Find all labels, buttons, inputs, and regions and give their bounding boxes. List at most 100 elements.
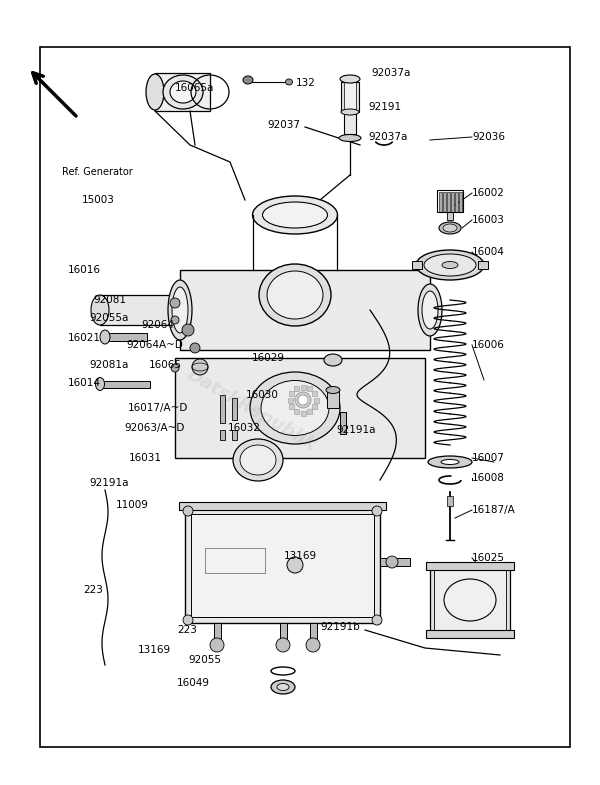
Text: 13169: 13169 (138, 645, 171, 655)
Text: 92191a: 92191a (336, 425, 376, 435)
Bar (344, 82, 356, 110)
Ellipse shape (91, 295, 109, 325)
Bar (380, 558, 410, 566)
Text: 16025: 16025 (472, 553, 505, 563)
Bar (439, 192, 442, 212)
Text: 16014: 16014 (68, 378, 101, 388)
Circle shape (210, 638, 224, 652)
Text: 132: 132 (296, 78, 316, 88)
Bar (280, 623, 287, 645)
Bar (327, 390, 339, 408)
Bar (232, 430, 237, 440)
Bar (478, 261, 488, 269)
Text: 92191: 92191 (368, 102, 401, 112)
Bar (314, 397, 319, 403)
Text: 13169: 13169 (284, 551, 317, 561)
Text: 16007: 16007 (472, 453, 505, 463)
Ellipse shape (277, 684, 289, 691)
Ellipse shape (146, 74, 164, 110)
Bar (344, 112, 356, 134)
Bar (214, 623, 221, 645)
Bar (100, 381, 150, 388)
Circle shape (192, 359, 208, 375)
Text: Ref. Generator: Ref. Generator (62, 167, 133, 177)
Ellipse shape (168, 280, 192, 340)
Text: 92037: 92037 (267, 120, 300, 130)
Text: 92037a: 92037a (371, 68, 410, 78)
Bar (443, 192, 446, 212)
Text: 16187/A: 16187/A (472, 505, 516, 515)
Ellipse shape (442, 261, 458, 268)
Ellipse shape (163, 75, 203, 109)
Text: 92063/A~D: 92063/A~D (124, 423, 184, 433)
Text: 92081a: 92081a (89, 360, 128, 370)
Bar (426, 562, 514, 570)
Circle shape (372, 615, 382, 625)
Ellipse shape (253, 196, 337, 234)
Circle shape (183, 506, 193, 516)
Text: 16049: 16049 (177, 678, 210, 688)
Bar (294, 409, 299, 414)
Text: 92055a: 92055a (89, 313, 128, 323)
Text: 16065: 16065 (149, 360, 182, 370)
Bar (175, 358, 425, 458)
Text: 16021: 16021 (68, 333, 101, 343)
Text: 16029: 16029 (252, 353, 285, 363)
Ellipse shape (267, 271, 323, 319)
Ellipse shape (271, 680, 295, 694)
Ellipse shape (340, 75, 360, 83)
Text: 223: 223 (83, 585, 103, 595)
Ellipse shape (263, 202, 328, 228)
Circle shape (190, 343, 200, 353)
Text: 92055: 92055 (188, 655, 221, 665)
Ellipse shape (424, 254, 476, 276)
Ellipse shape (233, 439, 283, 481)
Bar (105, 333, 147, 341)
Ellipse shape (326, 386, 340, 393)
Bar (312, 404, 317, 409)
Ellipse shape (95, 378, 104, 390)
Text: 92064: 92064 (141, 320, 174, 330)
Bar (412, 261, 422, 269)
Bar (447, 496, 453, 506)
Ellipse shape (422, 291, 438, 329)
Ellipse shape (428, 456, 472, 468)
Text: DatskRepublik: DatskRepublik (184, 366, 320, 455)
Text: 92036: 92036 (472, 132, 505, 142)
Bar (185, 508, 380, 623)
Text: 16030: 16030 (246, 390, 279, 400)
Bar (287, 397, 293, 403)
Bar (180, 270, 430, 350)
Text: 92081: 92081 (93, 295, 126, 305)
Bar (312, 391, 317, 396)
Ellipse shape (243, 76, 253, 84)
Circle shape (182, 324, 194, 336)
Ellipse shape (172, 287, 188, 333)
Circle shape (183, 615, 193, 625)
Text: 92191b: 92191b (320, 622, 360, 632)
Ellipse shape (170, 81, 196, 103)
Text: 92037a: 92037a (368, 132, 407, 142)
Ellipse shape (416, 250, 484, 280)
Text: 92191a: 92191a (89, 478, 128, 488)
Bar (307, 409, 312, 414)
Circle shape (170, 298, 180, 308)
Bar (289, 391, 294, 396)
Text: 16017/A~D: 16017/A~D (128, 403, 188, 413)
Bar (301, 411, 305, 415)
Text: 11009: 11009 (116, 500, 149, 510)
Bar (220, 395, 225, 423)
Bar (430, 565, 510, 635)
Circle shape (386, 556, 398, 568)
Ellipse shape (324, 354, 342, 366)
Text: 16006: 16006 (472, 340, 505, 350)
Text: 16004: 16004 (472, 247, 505, 257)
Ellipse shape (286, 79, 293, 85)
Text: 16003: 16003 (472, 215, 505, 225)
Circle shape (306, 638, 320, 652)
Bar (310, 623, 317, 645)
Text: 16008: 16008 (472, 473, 505, 483)
Bar (191, 514, 374, 617)
Bar (426, 630, 514, 638)
Bar (437, 190, 463, 212)
